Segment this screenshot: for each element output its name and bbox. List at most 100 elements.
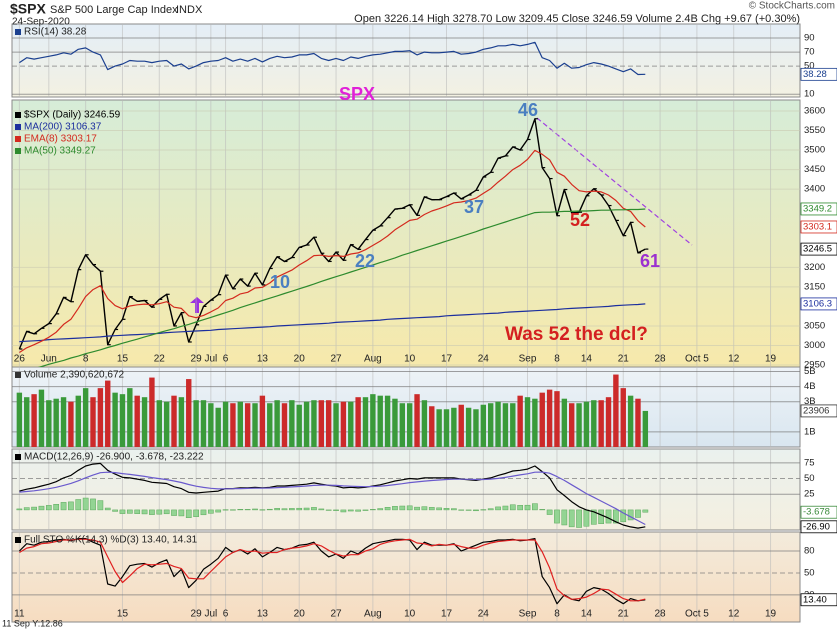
title-swatch — [15, 454, 21, 460]
histogram-bar — [384, 507, 391, 511]
volume-bar — [465, 407, 472, 447]
value-tag-box — [800, 520, 837, 534]
legend-entry: EMA(8) 3303.17 — [24, 134, 97, 145]
x-tick-label: Jun — [41, 354, 57, 365]
histogram-bar — [473, 509, 479, 512]
histogram-bar — [576, 509, 582, 528]
x-tick-label: 15 — [117, 354, 129, 365]
legend-entry: MA(50) 3349.27 — [24, 146, 96, 157]
y-tick-label: 75 — [804, 457, 815, 468]
volume-bar — [193, 400, 199, 447]
histogram-bar — [230, 509, 236, 511]
volume-bar — [377, 395, 383, 447]
volume-bar — [90, 397, 96, 447]
x-tick-label: 22 — [154, 354, 166, 365]
histogram-bar — [75, 499, 82, 511]
volume-bar — [60, 397, 67, 447]
x-tick-label: Jul — [204, 609, 217, 620]
histogram-bar — [134, 509, 141, 514]
volume-bar — [554, 391, 560, 447]
x-tick-label: 24 — [478, 354, 490, 365]
x-tick-label: 10 — [404, 354, 416, 365]
panel-title: MACD(12,26,9) -26.900, -3.678, -23.222 — [24, 452, 204, 463]
histogram-bar — [244, 509, 251, 511]
legend-swatch — [15, 112, 21, 118]
volume-bar — [200, 400, 207, 447]
volume-bar — [421, 400, 428, 447]
series-line — [18, 118, 646, 350]
volume-bar — [289, 400, 295, 447]
y-tick-label: 3000 — [804, 340, 825, 351]
histogram-bar — [635, 509, 641, 518]
histogram-bar — [340, 509, 347, 513]
x-tick-label: 6 — [223, 609, 229, 620]
histogram-bar — [266, 508, 273, 511]
x-tick-label: 20 — [294, 354, 306, 365]
panel — [12, 367, 800, 447]
histogram-bar — [126, 509, 133, 514]
y-tick-label: 50 — [804, 61, 815, 72]
histogram-bar — [392, 506, 398, 511]
annotation: 52 — [570, 210, 590, 230]
x-tick-label: 8 — [83, 354, 89, 365]
volume-bar — [384, 395, 391, 447]
volume-bar — [370, 394, 376, 447]
volume-bar — [16, 392, 23, 447]
volume-bar — [635, 398, 641, 447]
volume-bar — [134, 395, 140, 447]
histogram-bar — [620, 509, 627, 523]
histogram-bar — [436, 507, 442, 511]
histogram-bar — [406, 505, 413, 511]
histogram-bar — [554, 509, 560, 524]
annotation: 61 — [640, 251, 660, 271]
series-line — [19, 149, 646, 354]
volume-bar — [414, 394, 420, 447]
x-tick-label: 14 — [581, 354, 593, 365]
volume-bar — [281, 403, 288, 447]
histogram-bar — [274, 508, 280, 511]
y-tick-label: 3400 — [804, 184, 825, 195]
histogram-bar — [303, 507, 310, 511]
copyright: © StockCharts.com — [749, 1, 835, 12]
histogram-bar — [583, 509, 590, 527]
volume-bar — [119, 394, 126, 447]
x-tick-label: 21 — [618, 354, 630, 365]
volume-bar — [348, 401, 354, 447]
volume-bar — [576, 403, 582, 447]
value-tag: 38.28 — [803, 69, 827, 80]
volume-bar — [399, 403, 406, 447]
volume-bar — [598, 400, 604, 447]
panel-title: RSI(14) 38.28 — [24, 27, 87, 38]
y-tick-label: 50 — [804, 473, 815, 484]
histogram-bar — [171, 509, 177, 516]
title-swatch — [15, 29, 21, 35]
histogram-bar — [156, 509, 163, 515]
volume-bar — [451, 407, 457, 447]
panel-background — [11, 99, 801, 368]
x-tick-label: Aug — [364, 609, 382, 620]
volume-bar — [510, 403, 516, 447]
histogram-bar — [311, 507, 317, 511]
x-tick-label: Jul — [204, 354, 217, 365]
x-tick-label: 8 — [554, 354, 560, 365]
histogram-bar — [598, 509, 605, 524]
arrow — [190, 297, 204, 313]
histogram-bar — [289, 508, 295, 511]
histogram-bar — [333, 509, 339, 511]
x-tick-label: 12 — [728, 609, 740, 620]
volume-bar — [311, 400, 317, 447]
volume-bar — [487, 403, 494, 447]
histogram-bar — [487, 508, 494, 511]
histogram-bar — [465, 509, 472, 511]
value-tag-box — [800, 220, 837, 234]
series-line — [18, 538, 646, 605]
histogram-bar — [590, 509, 597, 525]
volume-bar — [605, 397, 612, 447]
histogram-bar — [451, 508, 457, 511]
histogram-bar — [90, 498, 96, 511]
volume-bar — [532, 398, 538, 447]
histogram-bar — [546, 509, 553, 515]
y-tick-label: 3150 — [804, 281, 825, 292]
